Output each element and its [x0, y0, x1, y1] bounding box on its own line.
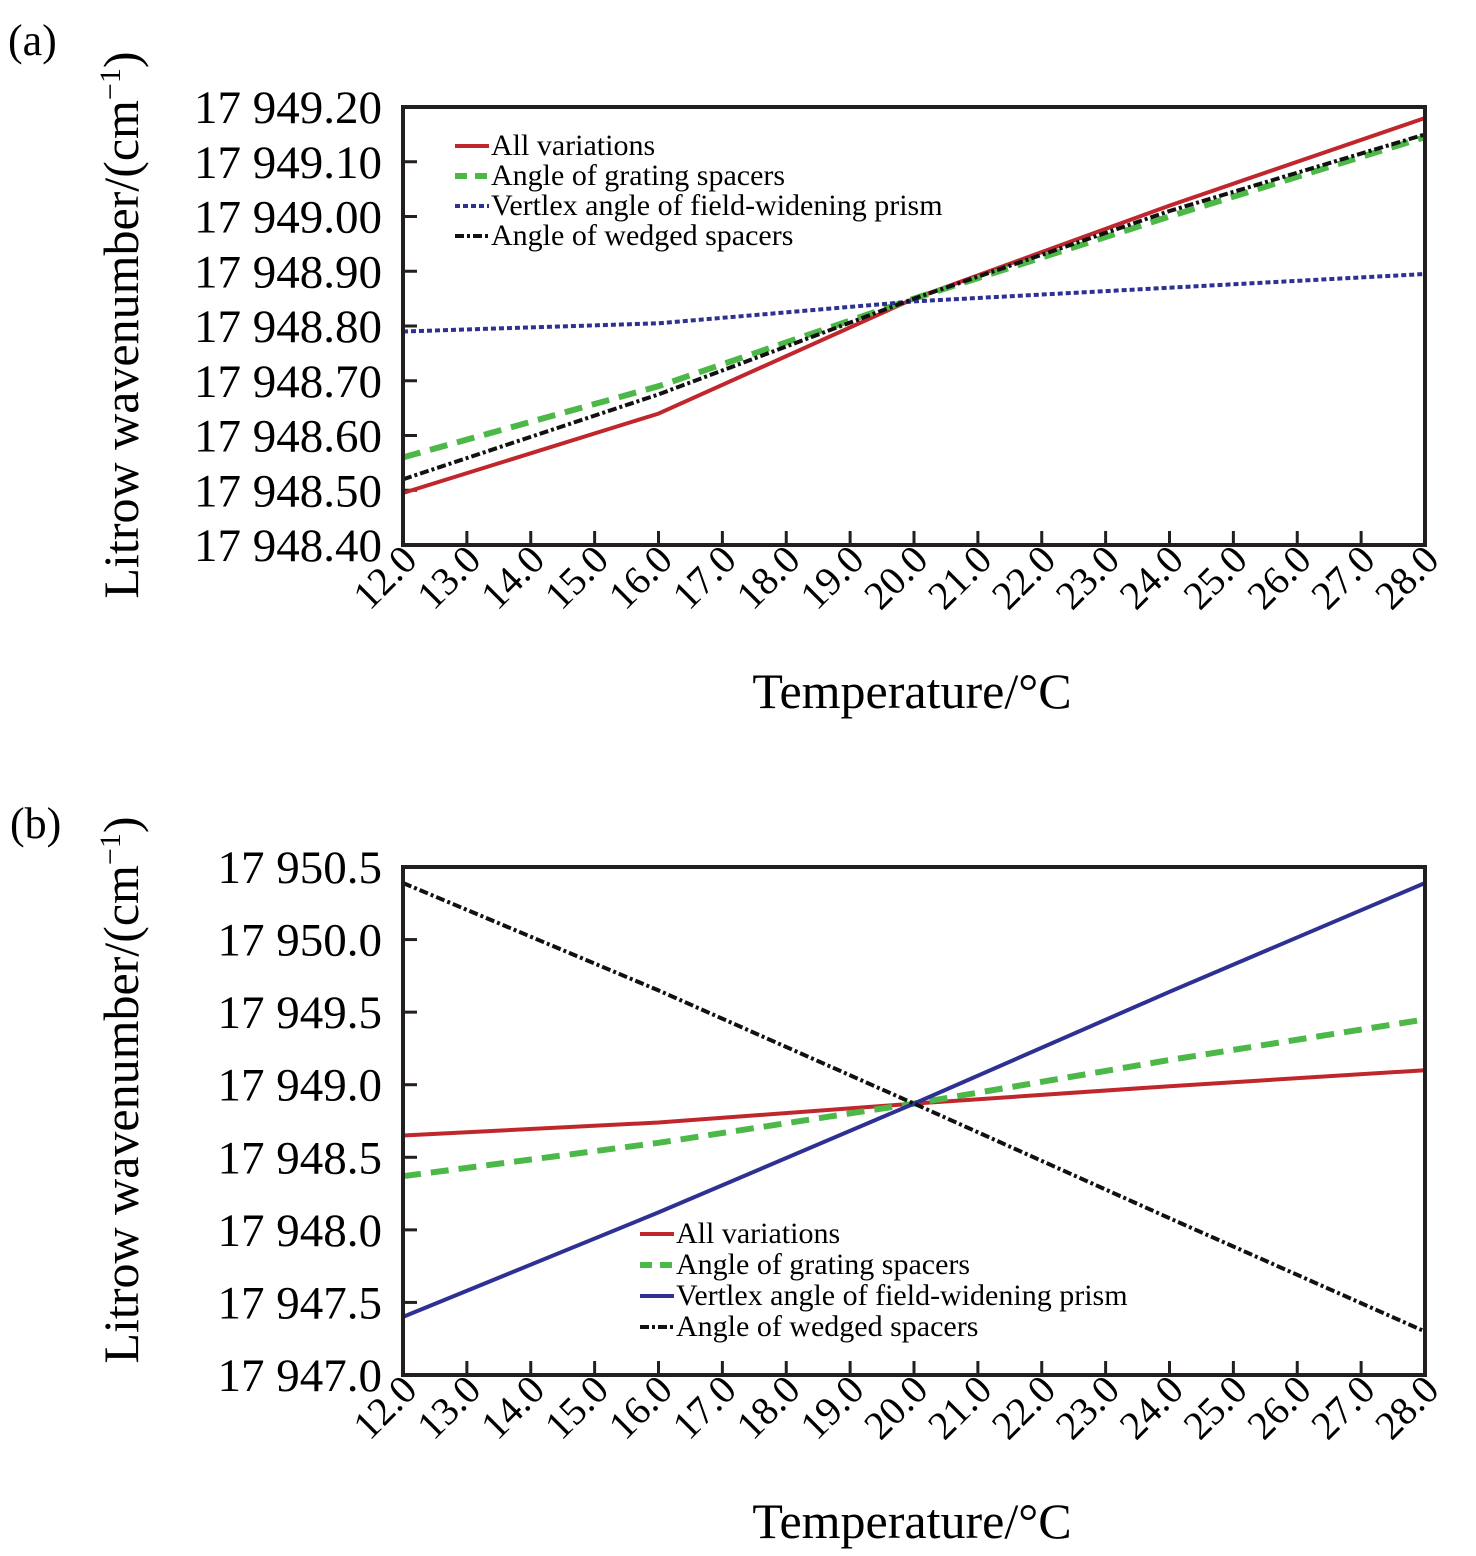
x-tick-label: 28.0	[1366, 537, 1447, 618]
series-line-2	[402, 1016, 1426, 1180]
x-tick-label: 18.0	[727, 1367, 808, 1448]
y-tick-label: 17 949.20	[194, 82, 382, 134]
legend-label-4: Angle of wedged spacers	[491, 219, 793, 252]
x-axis-title: Temperature/°C	[752, 1493, 1071, 1549]
legend-label-3: Vertlex angle of field-widening prism	[491, 189, 943, 222]
x-tick-label: 13.0	[408, 1367, 489, 1448]
series-line-4	[402, 132, 1426, 482]
x-tick-label: 21.0	[919, 537, 1000, 618]
y-axis-label-main: Litrow wavenumber/(cm	[93, 865, 149, 1364]
x-tick-label: 24.0	[1111, 537, 1192, 618]
y-tick-label: 17 948.70	[194, 356, 382, 408]
y-axis-label-close: )	[93, 816, 149, 833]
y-tick-label: 17 948.80	[194, 301, 382, 353]
panel-label: (a)	[8, 16, 57, 65]
x-tick-label: 23.0	[1047, 1367, 1128, 1448]
x-tick-label: 16.0	[600, 1367, 681, 1448]
x-tick-label: 26.0	[1238, 537, 1319, 618]
x-tick-label: 22.0	[983, 1367, 1064, 1448]
x-tick-label: 19.0	[791, 537, 872, 618]
y-tick-label: 17 949.10	[194, 137, 382, 189]
x-tick-label: 20.0	[855, 1367, 936, 1448]
y-tick-label: 17 948.90	[194, 246, 382, 298]
x-tick-label: 27.0	[1302, 537, 1383, 618]
y-tick-label: 17 947.0	[218, 1350, 383, 1402]
x-tick-label: 17.0	[663, 537, 744, 618]
x-tick-label: 19.0	[791, 1367, 872, 1448]
x-tick-label: 16.0	[600, 537, 681, 618]
series-line-3	[402, 272, 1426, 334]
panel-label: (b)	[10, 799, 61, 848]
y-tick-label: 17 950.5	[218, 842, 383, 894]
legend-label-2: Angle of grating spacers	[491, 159, 785, 192]
x-tick-label: 24.0	[1111, 1367, 1192, 1448]
legend-label-1: All variations	[491, 129, 655, 162]
legend-label-1: All variations	[676, 1217, 840, 1250]
x-tick-label: 15.0	[536, 537, 617, 618]
x-tick-label: 22.0	[983, 537, 1064, 618]
y-axis-label-superscript: −1	[94, 833, 127, 865]
y-tick-label: 17 948.60	[194, 411, 382, 463]
y-tick-label: 17 948.40	[194, 520, 382, 572]
axes-frame	[401, 105, 1427, 547]
x-tick-label: 27.0	[1302, 1367, 1383, 1448]
y-tick-label: 17 949.5	[218, 987, 383, 1039]
series-line-4	[402, 881, 1426, 1334]
legend-label-4: Angle of wedged spacers	[676, 1310, 978, 1343]
y-axis-label: Litrow wavenumber/(cm−1)	[93, 816, 149, 1363]
axes-frame	[401, 865, 1427, 1377]
x-tick-label: 25.0	[1174, 537, 1255, 618]
y-axis-label-superscript: −1	[94, 68, 127, 100]
y-tick-label: 17 949.00	[194, 192, 382, 244]
y-tick-label: 17 949.0	[218, 1060, 383, 1112]
y-tick-label: 17 950.0	[218, 915, 383, 967]
x-tick-label: 28.0	[1366, 1367, 1447, 1448]
x-tick-label: 20.0	[855, 537, 936, 618]
x-tick-label: 26.0	[1238, 1367, 1319, 1448]
chart-panel-b: (b) Litrow wavenumber/(cm−1) 17 950.5 17 95…	[10, 799, 1447, 1549]
legend-label-3: Vertlex angle of field-widening prism	[676, 1279, 1128, 1312]
y-tick-label: 17 948.5	[218, 1132, 383, 1184]
x-tick-label: 25.0	[1174, 1367, 1255, 1448]
x-tick-label: 18.0	[727, 537, 808, 618]
y-axis-label: Litrow wavenumber/(cm−1)	[93, 51, 149, 598]
legend-label-2: Angle of grating spacers	[676, 1248, 970, 1281]
x-tick-label: 23.0	[1047, 537, 1128, 618]
series-line-3	[402, 881, 1426, 1319]
x-tick-label: 17.0	[663, 1367, 744, 1448]
y-tick-label: 17 948.0	[218, 1205, 383, 1257]
x-tick-label: 13.0	[408, 537, 489, 618]
x-tick-label: 15.0	[536, 1367, 617, 1448]
x-tick-label: 21.0	[919, 1367, 1000, 1448]
y-axis-label-main: Litrow wavenumber/(cm	[93, 100, 149, 599]
x-tick-label: 14.0	[472, 537, 553, 618]
y-axis-label-close: )	[93, 51, 149, 68]
y-tick-label: 17 947.5	[218, 1277, 383, 1329]
x-tick-label: 14.0	[472, 1367, 553, 1448]
y-tick-label: 17 948.50	[194, 465, 382, 517]
x-axis-title: Temperature/°C	[752, 663, 1071, 719]
